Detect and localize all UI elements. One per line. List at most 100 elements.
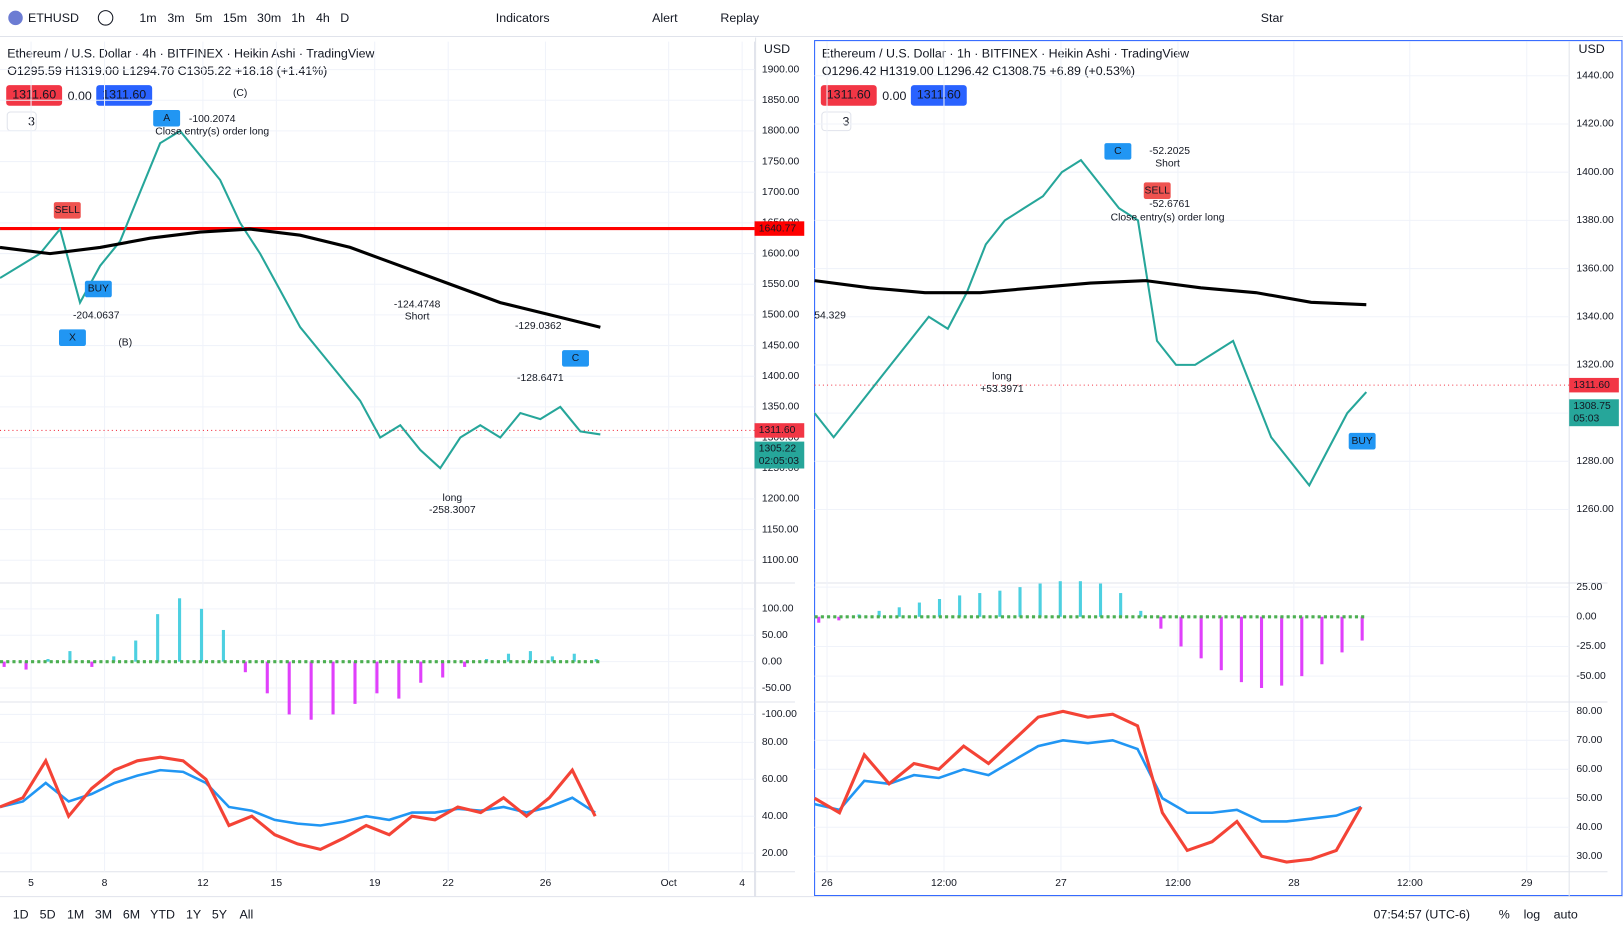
last-tag bbox=[1569, 377, 1619, 393]
price-tick-label: 1320.00 bbox=[1576, 360, 1614, 371]
rsi-fast bbox=[813, 709, 1363, 864]
price-tick-label: 0.00 bbox=[1576, 612, 1596, 623]
ask: 1311.60 bbox=[102, 88, 146, 102]
date-label: 26 bbox=[540, 878, 552, 889]
annotation: +53.3971 bbox=[980, 384, 1024, 395]
price-tick-label: 40.00 bbox=[762, 811, 788, 822]
price-tick-label: 60.00 bbox=[1576, 764, 1602, 775]
price-unit: USD bbox=[1578, 42, 1604, 56]
price-tick-label: 1300.00 bbox=[762, 432, 800, 443]
price-tick-label: 1400.00 bbox=[762, 371, 800, 382]
annotation: SELL bbox=[1145, 185, 1171, 196]
date-label: 12 bbox=[197, 878, 209, 889]
range-button[interactable]: 3M bbox=[95, 908, 112, 922]
price-tick-label: 1150.00 bbox=[762, 524, 799, 535]
price-tick-label: 1500.00 bbox=[762, 310, 800, 321]
price-tick-label: 100.00 bbox=[762, 604, 794, 615]
countdown: 02:05:03 bbox=[759, 456, 800, 467]
date-label: 28 bbox=[1288, 878, 1300, 889]
date-label: 22 bbox=[442, 878, 454, 889]
pane-title: Ethereum / U.S. Dollar · 1h · BITFINEX ·… bbox=[822, 46, 1189, 60]
date-label: 12:00 bbox=[1397, 878, 1423, 889]
price-tick-label: 1700.00 bbox=[762, 187, 800, 198]
compare-button[interactable] bbox=[97, 10, 114, 26]
symbol[interactable]: ETHUSD bbox=[28, 11, 79, 25]
annotation: Close entry(s) order long bbox=[1111, 212, 1225, 223]
countdown: 05:03 bbox=[1573, 414, 1599, 425]
rsi-fast bbox=[0, 755, 597, 852]
range-button[interactable]: YTD bbox=[150, 908, 175, 922]
ohlc: O1296.42 H1319.00 L1296.42 C1308.75 +6.8… bbox=[822, 64, 1135, 78]
interval-button[interactable]: 30m bbox=[257, 11, 281, 25]
price-tick-label: 1100.00 bbox=[762, 555, 799, 566]
price-tick-label: 70.00 bbox=[1576, 735, 1602, 746]
price-tick-label: 1440.00 bbox=[1576, 71, 1614, 82]
range-button[interactable]: 1Y bbox=[186, 908, 201, 922]
price-tick-label: 1450.00 bbox=[762, 340, 800, 351]
date-label: 12:00 bbox=[1165, 878, 1191, 889]
interval-button[interactable]: 4h bbox=[316, 11, 330, 25]
price-tick-label: 30.00 bbox=[1576, 851, 1602, 862]
clock: 07:54:57 (UTC-6) bbox=[1374, 908, 1471, 922]
price-tick-label: 20.00 bbox=[762, 848, 788, 859]
price-tick-label: 1200.00 bbox=[762, 494, 800, 505]
price-tick-label: -100.00 bbox=[762, 709, 797, 720]
interval-button[interactable]: 15m bbox=[223, 11, 247, 25]
annotation: BUY bbox=[88, 284, 109, 295]
price-tick-label: 1360.00 bbox=[1576, 263, 1614, 274]
date-label: 19 bbox=[369, 878, 381, 889]
ask: 1311.60 bbox=[917, 88, 961, 102]
layout-button[interactable]: Star bbox=[1261, 11, 1284, 25]
price-tick-label: 1400.00 bbox=[1576, 167, 1614, 178]
spread: 0.00 bbox=[68, 89, 92, 103]
range-button[interactable]: 1M bbox=[67, 908, 84, 922]
annotation: -129.0362 bbox=[515, 321, 562, 332]
range-button[interactable]: 1D bbox=[13, 908, 29, 922]
annotation: -258.3007 bbox=[429, 505, 476, 516]
date-label: 26 bbox=[821, 878, 833, 889]
level-tag bbox=[754, 221, 805, 236]
annotation: -100.2074 bbox=[189, 114, 236, 125]
range-button[interactable]: 5Y bbox=[212, 908, 227, 922]
annotation: -124.4748 bbox=[394, 299, 441, 310]
active-pane-border bbox=[814, 40, 1623, 897]
price-tick-label: 1800.00 bbox=[762, 126, 800, 137]
annotation: C bbox=[572, 353, 580, 364]
annotation: Close entry(s) order long bbox=[155, 126, 269, 137]
marker-box bbox=[58, 329, 86, 346]
interval-button[interactable]: 5m bbox=[195, 11, 212, 25]
interval-button[interactable]: D bbox=[340, 11, 349, 25]
marker-box bbox=[1348, 432, 1376, 450]
close-label: 1305.22 bbox=[759, 444, 797, 455]
marker-box bbox=[562, 350, 589, 367]
range-button[interactable]: 6M bbox=[123, 908, 140, 922]
interval-button[interactable]: 1h bbox=[291, 11, 305, 25]
replay-button[interactable]: Replay bbox=[720, 11, 759, 25]
last-label: 1311.60 bbox=[1573, 380, 1610, 391]
studies-count[interactable]: 3 bbox=[843, 115, 850, 129]
studies-toggle[interactable] bbox=[821, 111, 852, 132]
range-button[interactable]: All bbox=[239, 908, 253, 922]
close-tag bbox=[754, 441, 805, 469]
alert-button[interactable]: Alert bbox=[652, 11, 678, 25]
marker-box bbox=[84, 280, 112, 298]
log-toggle[interactable]: log bbox=[1524, 908, 1541, 922]
bid-box bbox=[820, 85, 877, 106]
price-tick-label: 25.00 bbox=[1576, 582, 1602, 593]
interval-button[interactable]: 1m bbox=[139, 11, 156, 25]
date-label: 12:00 bbox=[931, 878, 957, 889]
indicators-button[interactable]: Indicators bbox=[496, 11, 550, 25]
level-label: 1640.77 bbox=[759, 223, 797, 234]
price-tick-label: -50.00 bbox=[1576, 671, 1606, 682]
bid: 1311.60 bbox=[12, 88, 56, 102]
symbol-icon bbox=[8, 10, 23, 26]
percent-toggle[interactable]: % bbox=[1499, 908, 1510, 922]
interval-button[interactable]: 3m bbox=[167, 11, 184, 25]
range-button[interactable]: 5D bbox=[40, 908, 56, 922]
price-tick-label: 1280.00 bbox=[1576, 456, 1614, 467]
annotation: long bbox=[443, 493, 463, 504]
ohlc: O1295.59 H1319.00 L1294.70 C1305.22 +18.… bbox=[7, 64, 327, 78]
auto-toggle[interactable]: auto bbox=[1554, 908, 1578, 922]
price-tick-label: 1380.00 bbox=[1576, 215, 1614, 226]
